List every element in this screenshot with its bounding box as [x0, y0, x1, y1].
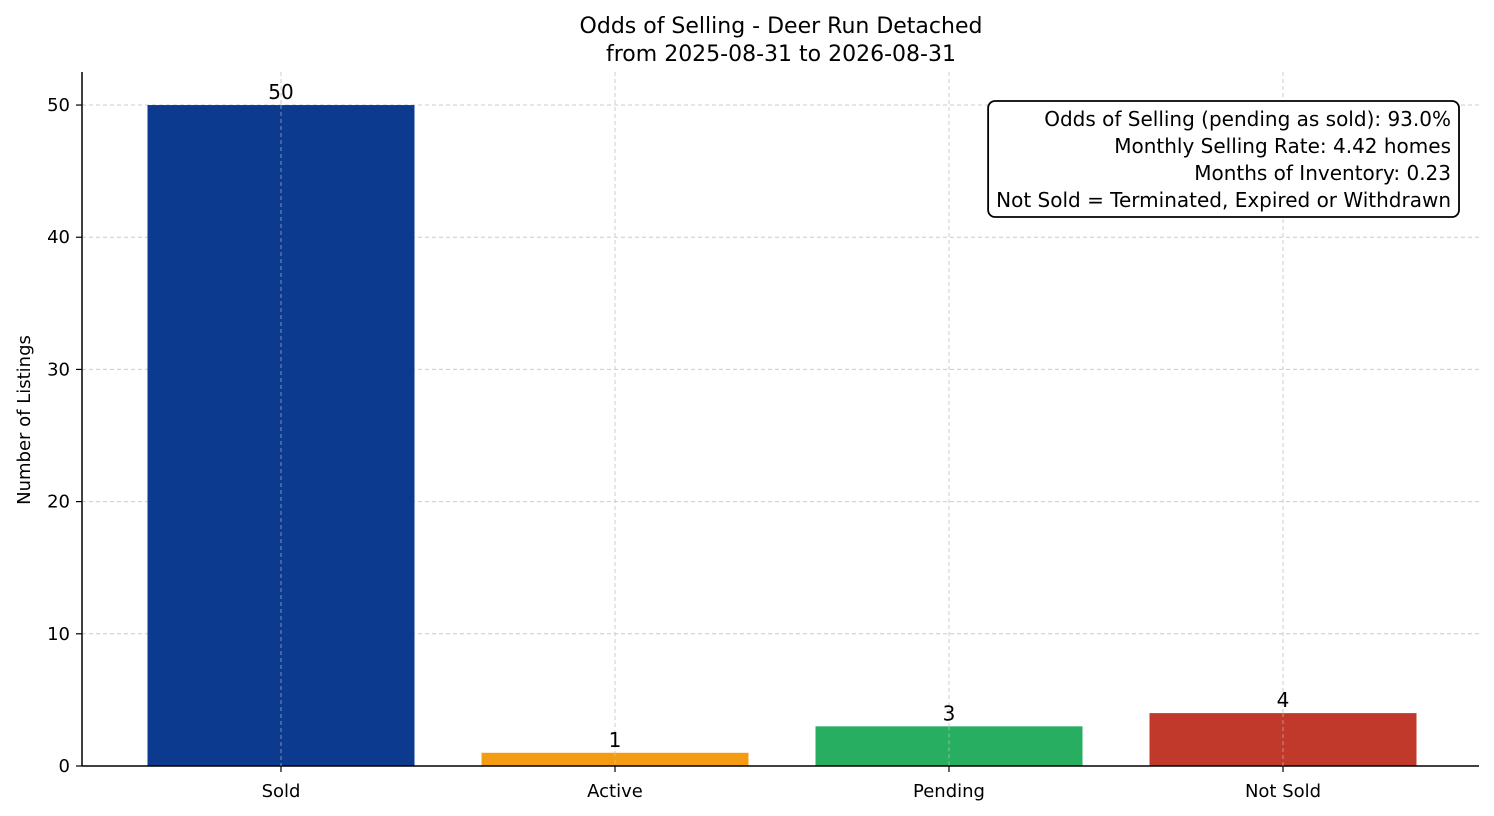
- x-tick-label: Pending: [913, 781, 985, 802]
- bar-value-label: 1: [609, 728, 622, 752]
- data-labels: 50 1 3 4: [268, 80, 1289, 766]
- x-tick-label: Sold: [262, 781, 301, 802]
- bar-pending: [815, 726, 1083, 766]
- bar-value-label: 3: [943, 701, 956, 725]
- x-tick-label: Not Sold: [1245, 781, 1321, 802]
- stats-line: Monthly Selling Rate: 4.42 homes: [1114, 134, 1451, 158]
- chart-title: Odds of Selling - Deer Run Detached: [580, 14, 983, 39]
- y-tick-label: 50: [47, 95, 70, 116]
- stats-line: Odds of Selling (pending as sold): 93.0%: [1044, 107, 1451, 131]
- y-tick-label: 30: [47, 359, 70, 380]
- stats-box-frame: [987, 100, 1460, 218]
- chart-subtitle: from 2025-08-31 to 2026-08-31: [606, 42, 956, 67]
- bars: [147, 105, 1417, 767]
- y-tick-label: 10: [47, 624, 70, 645]
- y-tick-label: 20: [47, 492, 70, 513]
- x-tick-label: Active: [587, 781, 643, 802]
- y-tick-label: 0: [59, 756, 70, 777]
- bar-value-label: 4: [1277, 688, 1290, 712]
- bar-active: [481, 752, 749, 766]
- stats-annotation-box: Odds of Selling (pending as sold): 93.0%…: [987, 100, 1460, 218]
- stats-line: Not Sold = Terminated, Expired or Withdr…: [996, 188, 1451, 212]
- y-tick-label: 40: [47, 227, 70, 248]
- stats-line: Months of Inventory: 0.23: [1194, 161, 1451, 185]
- y-axis-label: Number of Listings: [14, 335, 35, 505]
- bar-value-label: 50: [268, 80, 293, 104]
- axes: 0 10 20 30 40 50 Sold Active Pending Not Sold: [47, 72, 1479, 802]
